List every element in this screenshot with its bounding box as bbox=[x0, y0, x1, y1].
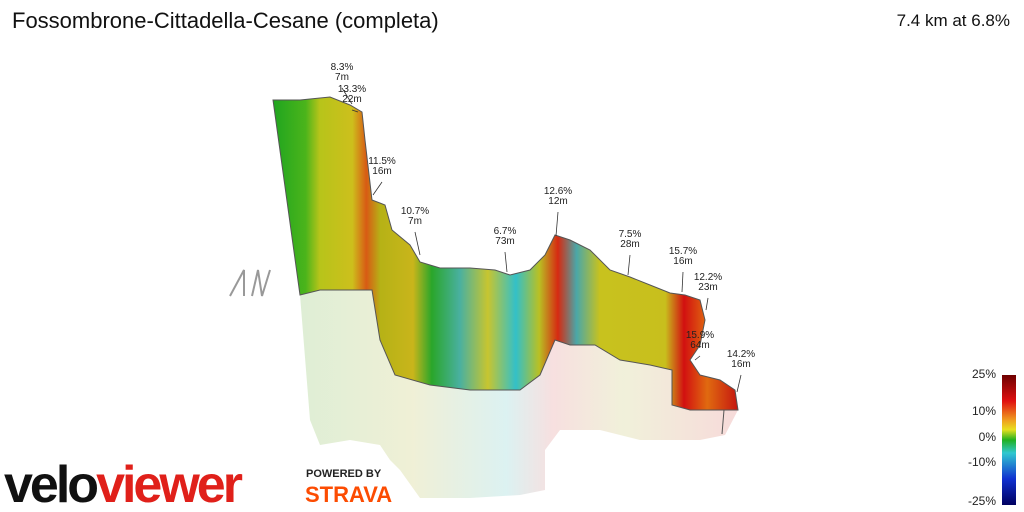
annotation-leader bbox=[351, 109, 359, 113]
annotation-grade: 10.7% bbox=[401, 206, 429, 217]
annotation-length: 12m bbox=[548, 196, 567, 207]
logo: veloviewer bbox=[4, 456, 243, 512]
annotation-grade: 6.7% bbox=[494, 226, 517, 237]
annotation-leader bbox=[694, 355, 701, 361]
annotation-leader bbox=[504, 251, 508, 273]
colorbar-label: 0% bbox=[979, 430, 997, 444]
annotation-length: 64m bbox=[690, 340, 709, 351]
annotation-leader bbox=[627, 254, 631, 276]
annotation-leader bbox=[414, 231, 421, 256]
annotation-leader bbox=[681, 271, 684, 293]
annotation-length: 16m bbox=[673, 256, 692, 267]
annotation-grade: 12.2% bbox=[694, 272, 722, 283]
logo-velo: velo bbox=[4, 456, 97, 512]
annotations: 8.3%7m13.3%22m11.5%16m10.7%7m6.7%73m12.6… bbox=[331, 62, 755, 393]
annotation-leader bbox=[705, 297, 709, 311]
annotation-grade: 15.7% bbox=[669, 246, 697, 257]
annotation-leader bbox=[555, 211, 559, 237]
annotation-grade: 7.5% bbox=[619, 229, 642, 240]
annotation-grade: 13.3% bbox=[338, 84, 366, 95]
annotation-leader bbox=[736, 374, 742, 393]
annotation-leader bbox=[341, 87, 353, 105]
route-title: Fossombrone-Cittadella-Cesane (completa) bbox=[12, 8, 439, 33]
annotation-grade: 15.9% bbox=[686, 330, 714, 341]
profile-shadow bbox=[300, 290, 738, 498]
annotation-length: 7m bbox=[408, 216, 422, 227]
annotation-grade: 11.5% bbox=[368, 156, 396, 167]
annotation-length: 7m bbox=[335, 72, 349, 83]
profile-end bbox=[721, 409, 725, 435]
annotation-length: 16m bbox=[731, 359, 750, 370]
annotation-leader bbox=[372, 181, 383, 196]
strava-logo: STRAVA bbox=[305, 482, 392, 507]
annotation-grade: 12.6% bbox=[544, 186, 572, 197]
colorbar-label: 25% bbox=[972, 367, 996, 381]
annotation-length: 22m bbox=[342, 94, 361, 105]
colorbar-label: -10% bbox=[968, 455, 996, 469]
colorbar-label: 10% bbox=[972, 404, 996, 418]
annotation-length: 23m bbox=[698, 282, 717, 293]
annotation-grade: 8.3% bbox=[331, 62, 354, 73]
logo-viewer: viewer bbox=[96, 456, 243, 512]
annotation-length: 28m bbox=[620, 239, 639, 250]
colorbar-label: -25% bbox=[968, 494, 996, 508]
colorbar-labels: 25% 10% 0% -10% -25% bbox=[968, 367, 996, 508]
north-arrow bbox=[229, 269, 271, 297]
annotation-length: 16m bbox=[372, 166, 391, 177]
route-summary: 7.4 km at 6.8% bbox=[897, 11, 1010, 30]
powered-by: POWERED BY bbox=[306, 468, 382, 480]
annotation-length: 73m bbox=[495, 236, 514, 247]
colorbar bbox=[1002, 375, 1016, 505]
profile-ribbon bbox=[272, 96, 739, 411]
annotation-grade: 14.2% bbox=[727, 349, 755, 360]
